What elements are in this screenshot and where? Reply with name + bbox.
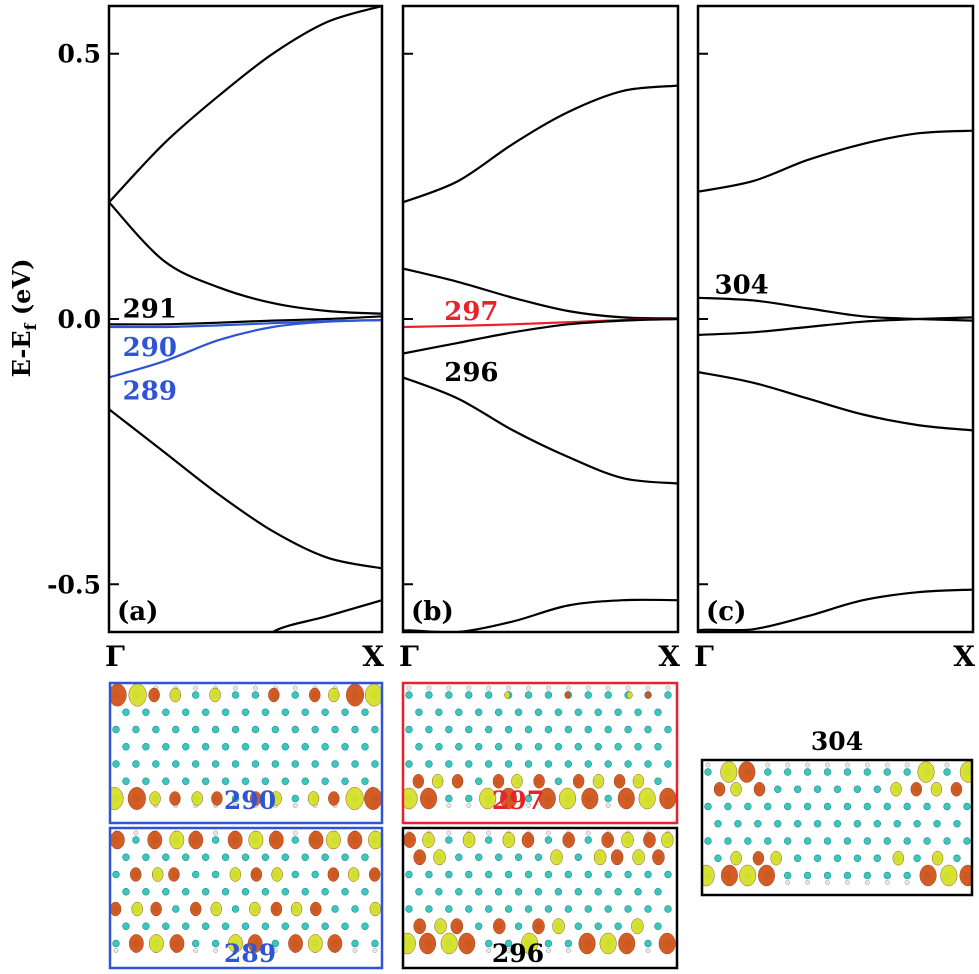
band-panel-a: 0.5 0.0 -0.5 (a) Γ X 291 290 289 <box>47 4 384 673</box>
band-line-1 <box>403 84 678 204</box>
orbital-image-296: 296 <box>401 826 679 970</box>
band-line-5 <box>698 588 973 632</box>
panel-label: (a) <box>117 597 158 627</box>
orbital-lobes <box>403 832 676 955</box>
x-tick-label-gamma: Γ <box>105 640 125 673</box>
y-axis-label-subscript: f <box>21 322 40 330</box>
band-lines <box>403 84 678 632</box>
band-lines <box>109 6 382 632</box>
band-line-1 <box>109 6 382 204</box>
band-line-6 <box>403 598 678 632</box>
panel-label: (c) <box>706 597 746 627</box>
graphene-lattice <box>110 828 382 968</box>
y-axis-label-unit: (eV) <box>7 259 36 324</box>
orbital-label: 296 <box>492 939 544 968</box>
graphene-lattice <box>403 683 677 823</box>
orbital-label: 289 <box>224 939 276 968</box>
x-tick-label-gamma: Γ <box>399 640 419 673</box>
y-tick-label: 0.5 <box>58 40 102 69</box>
graphene-lattice <box>110 683 382 823</box>
x-tick-label-x: X <box>953 640 975 673</box>
band-index-label: 289 <box>123 377 177 407</box>
orbital-label: 290 <box>224 786 276 815</box>
band-line-7 <box>271 599 382 632</box>
graphene-lattice <box>702 760 972 895</box>
band-line-5 <box>109 319 382 379</box>
orbital-frame <box>401 681 679 825</box>
orbital-frame <box>401 826 679 970</box>
band-panel-b: (b) Γ X 297 296 <box>399 4 680 673</box>
band-lines <box>698 129 973 632</box>
orbital-lobes <box>110 683 382 810</box>
orbital-frame <box>700 758 974 897</box>
band-panel-c: (c) Γ X 304 <box>694 4 975 673</box>
orbital-frame <box>108 681 384 825</box>
band-index-label: 290 <box>123 333 177 363</box>
orbital-lobes <box>702 761 972 887</box>
orbital-lobes <box>403 691 677 810</box>
y-tick-label: -0.5 <box>47 570 101 599</box>
band-line-1 <box>698 129 973 193</box>
band-line-6 <box>109 408 382 570</box>
band-line-2 <box>109 201 382 315</box>
graphene-lattice <box>403 828 677 968</box>
band-index-label: 291 <box>123 294 177 324</box>
orbital-image-304: 304 <box>700 727 974 897</box>
y-tick-label: 0.0 <box>58 305 102 334</box>
y-axis-label: E-Ef (eV) <box>7 259 40 378</box>
orbital-image-289: 289 <box>108 826 384 970</box>
orbital-image-290: 290 <box>108 681 384 825</box>
band-line-4 <box>403 317 678 355</box>
band-line-5 <box>403 376 678 485</box>
orbital-frame <box>108 826 384 970</box>
orbital-label: 297 <box>492 786 544 815</box>
orbital-label: 304 <box>811 727 863 756</box>
band-index-label: 296 <box>444 358 498 388</box>
band-line-4 <box>698 371 973 432</box>
band-line-3 <box>109 315 382 326</box>
x-tick-label-gamma: Γ <box>694 640 714 673</box>
orbital-lobes <box>110 830 382 953</box>
band-index-label: 304 <box>715 271 769 301</box>
y-axis-title: E-Ef (eV) <box>7 259 40 378</box>
band-index-label: 297 <box>444 297 498 327</box>
panel-label: (b) <box>411 597 454 627</box>
x-tick-label-x: X <box>362 640 384 673</box>
band-line-3 <box>698 316 973 336</box>
band-line-2 <box>403 267 678 320</box>
x-tick-label-x: X <box>658 640 680 673</box>
band-line-2 <box>698 296 973 322</box>
orbital-image-297: 297 <box>401 681 679 825</box>
